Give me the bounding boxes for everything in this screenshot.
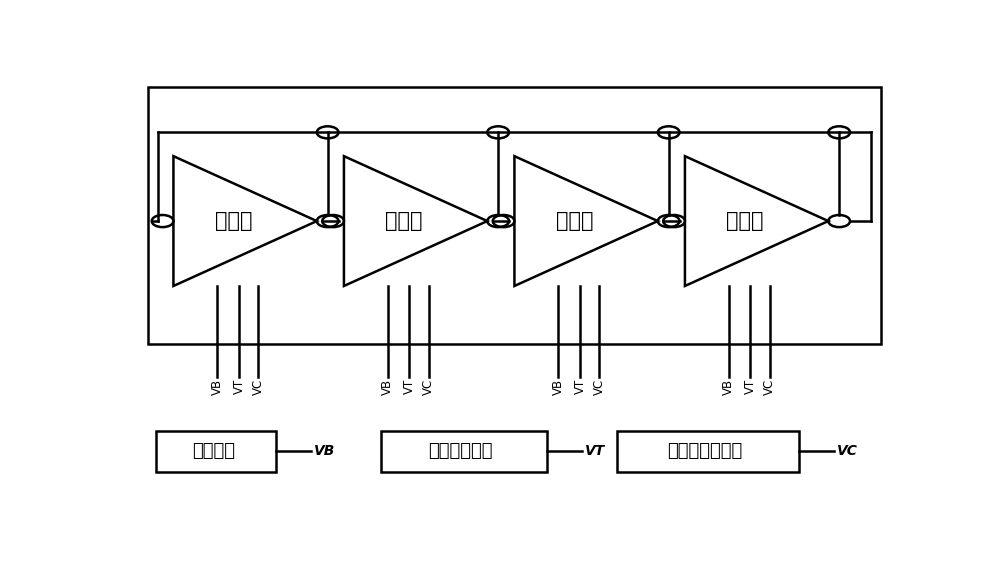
Text: 温度检测电路: 温度检测电路 bbox=[428, 442, 493, 460]
Text: VT: VT bbox=[585, 445, 606, 459]
Text: VT: VT bbox=[744, 379, 757, 395]
Text: VB: VB bbox=[552, 379, 565, 395]
Text: 反相器: 反相器 bbox=[556, 211, 593, 231]
Text: VT: VT bbox=[403, 379, 416, 395]
Text: 反相器: 反相器 bbox=[385, 211, 423, 231]
Bar bbox=[617, 431, 799, 472]
Bar bbox=[156, 431, 276, 472]
Text: VT: VT bbox=[573, 379, 586, 395]
Text: 工艺角检测电路: 工艺角检测电路 bbox=[667, 442, 742, 460]
Text: 反相器: 反相器 bbox=[726, 211, 764, 231]
Text: 反相器: 反相器 bbox=[215, 211, 252, 231]
Bar bbox=[148, 87, 881, 345]
Text: VT: VT bbox=[232, 379, 245, 395]
Text: VC: VC bbox=[593, 379, 606, 395]
Bar bbox=[381, 431, 547, 472]
Text: VB: VB bbox=[314, 445, 335, 459]
Text: VB: VB bbox=[211, 379, 224, 395]
Text: 偏置电路: 偏置电路 bbox=[192, 442, 235, 460]
Text: VB: VB bbox=[381, 379, 394, 395]
Text: VC: VC bbox=[422, 379, 435, 395]
Text: VC: VC bbox=[252, 379, 265, 395]
Text: VC: VC bbox=[837, 445, 858, 459]
Text: VC: VC bbox=[763, 379, 776, 395]
Text: VB: VB bbox=[722, 379, 735, 395]
